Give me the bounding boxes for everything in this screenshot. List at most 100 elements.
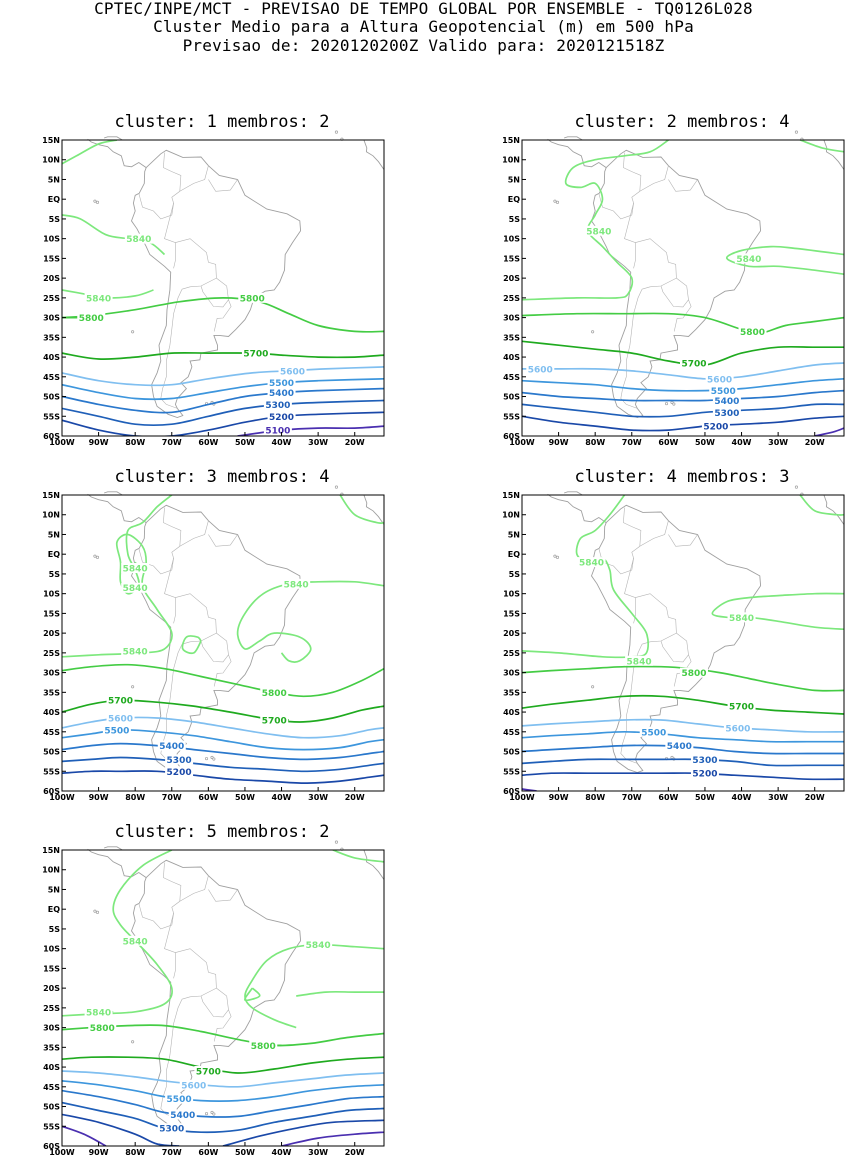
country-border (160, 999, 183, 1119)
contour-label-bg (165, 1093, 194, 1104)
forecast-times: Previsao de: 2020120200Z Valido para: 20… (182, 36, 665, 55)
island (95, 555, 100, 559)
contour-label-bg (121, 582, 150, 593)
cluster-title: cluster: 4 membros: 3 (574, 467, 790, 487)
country-border (200, 987, 229, 1018)
island (204, 757, 209, 761)
contour-label-bg (727, 701, 756, 712)
lon-tick-label: 50W (235, 1148, 255, 1157)
contour-label-bg (84, 292, 113, 303)
lat-tick-label: 55S (43, 1122, 60, 1131)
central-america-coast (563, 136, 583, 141)
lat-tick-label: 50S (43, 393, 60, 402)
lon-tick-label: 90W (549, 793, 569, 802)
contour-map: 5840 5840 5840 5800 5800 5700 5600 5500 5400 5300… (42, 840, 385, 1157)
contour-5200 (62, 770, 384, 784)
contour-label-5800: 5800 (79, 314, 104, 324)
lon-tick-label: 70W (162, 438, 182, 447)
contour-label-5700: 5700 (243, 350, 268, 360)
contour-5840 (244, 987, 261, 1002)
island (131, 1040, 135, 1044)
contour-label-bg (165, 754, 194, 765)
contour-label-bg (260, 714, 289, 725)
lat-tick-label: 55S (43, 412, 60, 421)
contour-5700 (62, 351, 384, 361)
island (95, 910, 100, 914)
lat-tick-label: 45S (43, 1083, 60, 1092)
island (93, 554, 97, 558)
contour-5840 (244, 943, 384, 1029)
contour-label-bg (121, 935, 150, 946)
contour-label-5800: 5800 (240, 294, 265, 304)
lat-tick-label: 45S (503, 728, 520, 737)
country-border (635, 593, 677, 645)
lon-tick-label: 40W (732, 793, 752, 802)
contour-label-bg (712, 395, 741, 406)
central-america-coast (103, 136, 123, 141)
contours: 5840 5840 5840 5840 5800 5700 5700 5600 5500 5400… (62, 495, 384, 784)
lat-tick-label: 15N (502, 491, 520, 500)
central-america-coast (103, 491, 123, 496)
country-border (175, 238, 217, 290)
contour-5200 (62, 1113, 180, 1146)
lon-tick-label: 50W (235, 793, 255, 802)
lat-tick-label: 15S (43, 254, 60, 263)
contour-label-5840: 5840 (123, 565, 148, 575)
contour-5300 (522, 403, 844, 418)
contour-map: 5840 5840 5840 5840 5800 5700 5700 5600 5500 5400… (42, 485, 385, 802)
contour-label-bg (249, 1040, 278, 1051)
lat-tick-label: 20S (43, 274, 60, 283)
contour-label-5840: 5840 (126, 235, 151, 245)
contour-label-5400: 5400 (667, 742, 692, 752)
lat-tick-label: 15N (42, 491, 60, 500)
contour-5840 (799, 495, 844, 516)
lat-tick-label: 10N (42, 156, 60, 165)
contour-5500 (62, 377, 384, 401)
contour-label-bg (260, 687, 289, 698)
contour-5840 (62, 850, 173, 1017)
country-border (179, 520, 209, 547)
country-border (175, 593, 217, 645)
contour-label-bg (157, 1123, 186, 1134)
map-frame (61, 849, 385, 1147)
lat-tick-label: 45S (43, 373, 60, 382)
contour-label-bg (267, 411, 296, 422)
contour-label-bg (705, 373, 734, 384)
island (212, 1112, 216, 1116)
contour-label-5840: 5840 (306, 941, 331, 951)
lat-tick-label: EQ (48, 905, 60, 914)
country-border (208, 534, 238, 547)
lat-tick-label: 55S (503, 767, 520, 776)
country-borders (138, 862, 238, 1119)
contour-label-5800: 5800 (740, 328, 765, 338)
country-border (200, 277, 229, 308)
contour-label-bg (734, 253, 763, 264)
contour-label-bg (263, 425, 292, 436)
contour-label-5600: 5600 (181, 1081, 206, 1091)
lat-tick-label: 40S (43, 353, 60, 362)
lon-tick-label: 60W (198, 793, 218, 802)
lat-tick-label: 35S (503, 333, 520, 342)
map-area (522, 140, 844, 436)
island (131, 685, 135, 689)
contour-5840 (726, 245, 844, 276)
contour-label-bg (282, 578, 311, 589)
country-borders (138, 152, 238, 409)
africa-coast (363, 139, 385, 170)
contour-5840 (62, 495, 173, 658)
lat-tick-label: 20S (503, 629, 520, 638)
contour-5840 (332, 850, 384, 863)
contour-label-bg (124, 233, 153, 244)
contour-label-5700: 5700 (729, 703, 754, 713)
lat-tick-label: 20S (503, 274, 520, 283)
contour-5800 (62, 663, 384, 698)
lat-tick-label: 55S (503, 412, 520, 421)
contour-label-bg (84, 1006, 113, 1017)
cluster-map-5: 5840 5840 5840 5800 5800 5700 5600 5500 5400 5300… (0, 840, 385, 1157)
lon-tick-label: 20W (805, 438, 825, 447)
contour-label-bg (679, 667, 708, 678)
country-border (160, 644, 183, 764)
lon-tick-label: 20W (805, 793, 825, 802)
